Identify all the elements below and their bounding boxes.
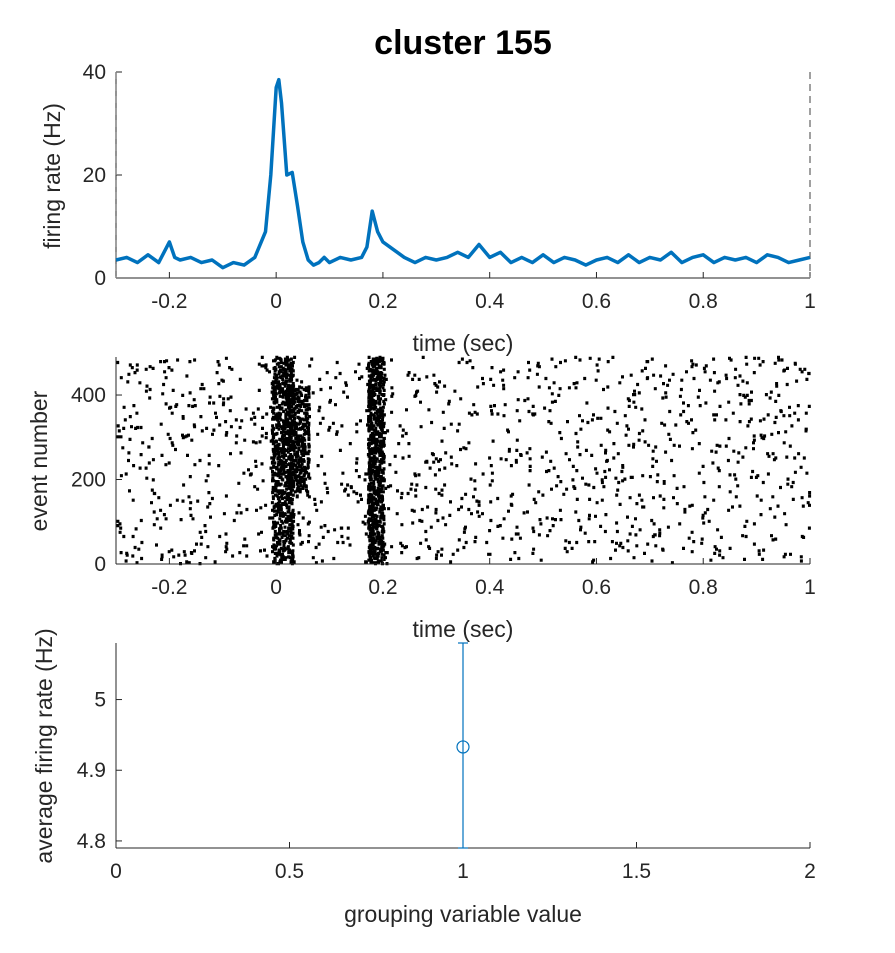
- raster-x-tick-label: 0.4: [475, 576, 505, 599]
- psth-x-tick-label: 0.4: [475, 290, 505, 313]
- tuning-xlabel: grouping variable value: [344, 901, 582, 927]
- mean-marker: [456, 740, 470, 754]
- tuning-plot: [456, 642, 470, 849]
- psth-xlabel: time (sec): [413, 330, 514, 356]
- raster-x-tick-label: 0: [270, 576, 282, 599]
- raster-x-tick-label: 0.8: [689, 576, 718, 599]
- tuning-panel: 0 0.5 1 1.5 2 4.8 4.9 5 grouping variable value…: [31, 628, 816, 927]
- raster-x-tick-label: 1: [804, 576, 816, 599]
- tuning-y-tick-label: 5: [94, 689, 106, 712]
- raster-x-tick-label: -0.2: [151, 576, 187, 599]
- tuning-axes: 0 0.5 1 1.5 2 4.8 4.9 5: [77, 643, 816, 883]
- raster-x-tick-label: 0.2: [368, 576, 397, 599]
- figure-title: cluster 155: [374, 24, 552, 62]
- tuning-y-tick-label: 4.9: [77, 759, 106, 782]
- psth-x-tick-label: -0.2: [151, 290, 187, 313]
- raster-y-tick-label: 200: [71, 469, 106, 492]
- psth-x-tick-label: 0.6: [582, 290, 611, 313]
- psth-x-tick-label: 0: [270, 290, 282, 313]
- raster-y-tick-label: 0: [94, 553, 106, 576]
- spike-ticks: [116, 355, 812, 566]
- psth-y-tick-label: 0: [94, 267, 106, 290]
- psth-x-tick-label: 0.2: [368, 290, 397, 313]
- psth-y-tick-label: 20: [83, 164, 106, 187]
- tuning-x-tick-label: 2: [804, 860, 816, 883]
- tuning-ylabel: average firing rate (Hz): [31, 628, 57, 863]
- raster-xlabel: time (sec): [413, 616, 514, 642]
- tuning-y-tick-label: 4.8: [77, 830, 106, 853]
- psth-y-tick-label: 40: [83, 61, 106, 84]
- psth-x-tick-label: 0.8: [689, 290, 718, 313]
- raster-y-tick-label: 400: [71, 384, 106, 407]
- tuning-x-tick-label: 1.5: [622, 860, 651, 883]
- raster-panel: -0.2 0 0.2 0.4 0.6 0.8 1 0 200 400 time (sec) eve…: [26, 355, 816, 642]
- raster-plot: [116, 355, 812, 566]
- psth-axes: -0.2 0 0.2 0.4 0.6 0.8 1 0 20 40: [83, 61, 816, 313]
- raster-ylabel: event number: [26, 390, 52, 531]
- psth-x-tick-label: 1: [804, 290, 816, 313]
- raster-x-tick-label: 0.6: [582, 576, 611, 599]
- raster-axes: -0.2 0 0.2 0.4 0.6 0.8 1 0 200 400: [71, 357, 816, 599]
- psth-line: [115, 77, 811, 270]
- psth-ylabel: firing rate (Hz): [39, 103, 65, 249]
- tuning-x-tick-label: 0: [110, 860, 122, 883]
- psth-plot: [115, 72, 811, 278]
- psth-panel: -0.2 0 0.2 0.4 0.6 0.8 1 0 20 40 time (sec) firin…: [39, 61, 816, 356]
- tuning-x-tick-label: 0.5: [275, 860, 304, 883]
- tuning-x-tick-label: 1: [457, 860, 469, 883]
